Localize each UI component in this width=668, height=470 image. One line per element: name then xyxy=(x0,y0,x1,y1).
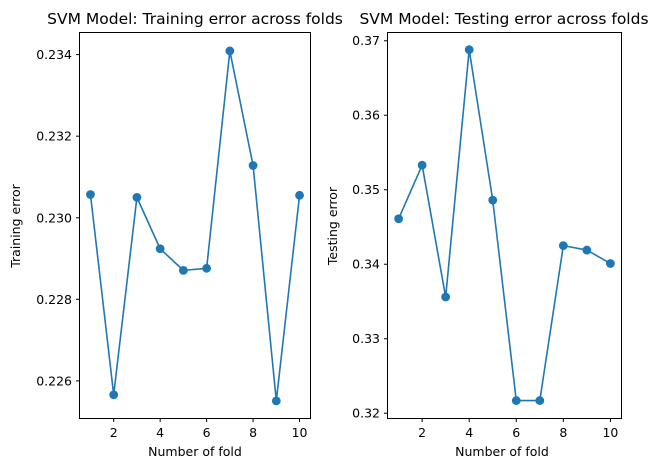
data-point xyxy=(248,161,258,170)
x-axis-label: Number of fold xyxy=(148,444,242,459)
x-tick-label: 2 xyxy=(418,425,426,440)
y-tick-label: 0.234 xyxy=(36,47,72,62)
data-point xyxy=(558,241,568,251)
plot-frame xyxy=(387,32,622,419)
plot-frame xyxy=(79,32,311,419)
data-point xyxy=(464,45,474,55)
data-point xyxy=(225,46,235,56)
data-point xyxy=(155,244,165,254)
x-tick-label: 8 xyxy=(249,425,257,440)
data-point xyxy=(271,396,281,406)
y-tick-label: 0.33 xyxy=(352,331,380,346)
data-point xyxy=(109,390,119,400)
data-point xyxy=(394,214,403,224)
y-tick-label: 0.34 xyxy=(352,257,380,272)
ticks-group: 2 4 6 8 10 0.32 0.33 0.34 0.35 0.36 0.37 xyxy=(352,33,618,440)
x-axis-label: Number of fold xyxy=(455,444,549,459)
x-tick-label: 6 xyxy=(512,425,520,440)
series-group xyxy=(86,46,304,406)
data-point xyxy=(86,190,95,199)
y-axis-label: Training error xyxy=(8,183,23,268)
x-tick-label: 10 xyxy=(292,425,308,440)
x-tick-label: 6 xyxy=(203,425,211,440)
series-line xyxy=(89,50,301,402)
chart-title: SVM Model: Training error across folds xyxy=(47,10,343,28)
y-tick-label: 0.36 xyxy=(352,108,380,123)
ticks-group: 2 4 6 8 10 0.226 0.228 0.230 0.232 0.234 xyxy=(36,47,307,440)
y-axis-label: Testing error xyxy=(325,186,340,266)
data-point xyxy=(511,396,521,405)
x-tick-label: 8 xyxy=(559,425,567,440)
y-tick-label: 0.226 xyxy=(36,373,72,388)
y-tick-label: 0.230 xyxy=(36,210,72,225)
chart-testing-error: SVM Model: Testing error across folds Nu… xyxy=(325,10,649,459)
chart-title: SVM Model: Testing error across folds xyxy=(359,10,648,28)
data-point xyxy=(535,396,545,405)
y-tick-label: 0.232 xyxy=(36,129,72,144)
chart-training-error: SVM Model: Training error across folds N… xyxy=(8,10,343,459)
data-point xyxy=(178,265,188,275)
series-group xyxy=(394,45,615,405)
y-tick-label: 0.35 xyxy=(352,182,380,197)
y-tick-label: 0.37 xyxy=(352,33,380,48)
data-point xyxy=(417,160,427,170)
y-tick-label: 0.228 xyxy=(36,292,72,307)
data-point xyxy=(132,192,142,202)
data-point xyxy=(295,190,304,200)
x-tick-label: 2 xyxy=(110,425,118,440)
x-tick-label: 4 xyxy=(465,425,473,440)
y-tick-label: 0.32 xyxy=(352,406,380,421)
data-point xyxy=(606,259,615,268)
data-point xyxy=(202,263,212,273)
series-line xyxy=(397,48,611,402)
data-point xyxy=(582,245,592,255)
data-point xyxy=(488,195,498,205)
x-tick-label: 10 xyxy=(602,425,618,440)
data-point xyxy=(441,292,451,302)
x-tick-label: 4 xyxy=(156,425,164,440)
